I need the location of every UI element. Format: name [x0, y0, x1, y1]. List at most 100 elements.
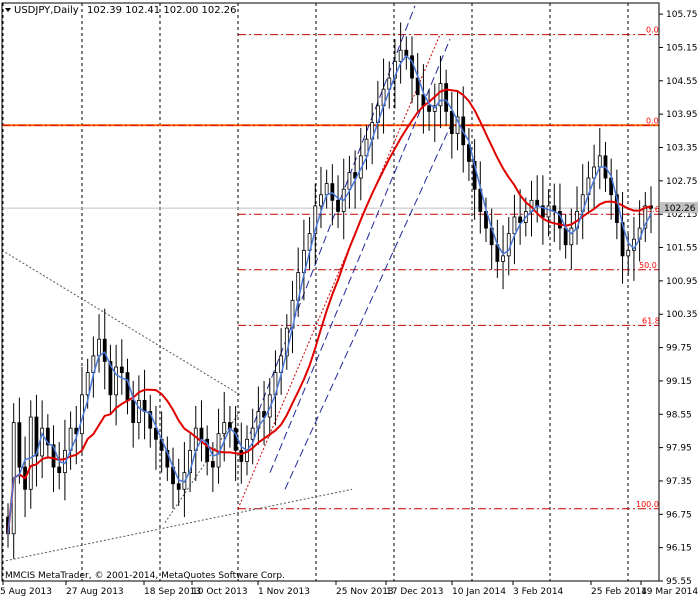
candle-body — [518, 216, 523, 223]
copyright-text: MMCIS MetaTrader, © 2001-2014, MetaQuote… — [5, 571, 285, 581]
candle-body — [34, 416, 39, 457]
x-tick-label: 25 Feb 2014 — [591, 587, 647, 597]
x-tick-label: 10 Oct 2013 — [192, 587, 248, 597]
x-tick-label: 1 Nov 2013 — [258, 587, 310, 597]
x-tick-label: 17 Dec 2013 — [386, 587, 444, 597]
collapse-arrow-icon[interactable] — [5, 8, 11, 12]
x-tick-label: 25 Nov 2013 — [336, 587, 394, 597]
x-tick-label: 5 Aug 2013 — [0, 587, 52, 597]
trend-line — [1, 488, 353, 563]
fib-level-label: 100.0 — [636, 500, 659, 509]
candle-body — [540, 205, 545, 218]
candle-body — [51, 444, 56, 468]
chart-header: USDJPY,Daily 102.39 102.41 102.00 102.26 — [5, 5, 237, 16]
candle-body — [85, 372, 90, 396]
candle-body — [432, 105, 437, 112]
candle-body — [501, 255, 505, 262]
plot-border — [1, 2, 660, 582]
candle-body — [125, 372, 130, 401]
price-tag: 102.26 — [664, 204, 696, 214]
x-tick-label: 10 Jan 2014 — [452, 587, 506, 597]
candle-body — [114, 366, 119, 396]
x-tick-label: 18 Sep 2013 — [144, 587, 201, 597]
candle-body — [427, 105, 431, 112]
candle-body — [119, 366, 124, 373]
candle-body — [250, 427, 255, 440]
candle-body — [142, 399, 147, 412]
candle-body — [449, 110, 454, 135]
candle-body — [136, 399, 141, 424]
fib-trend-line — [237, 34, 441, 509]
y-tick-label: 99.15 — [666, 377, 692, 387]
fib-level-label: 0.0 — [646, 116, 659, 125]
candle-body — [398, 49, 403, 62]
y-tick-label: 103.35 — [666, 144, 698, 154]
candle-body — [626, 249, 631, 257]
candle-body — [319, 194, 323, 207]
candle-body — [324, 183, 329, 196]
candle-body — [506, 233, 511, 257]
candle-body — [199, 427, 204, 440]
candle-body — [233, 427, 238, 451]
y-tick-label: 105.15 — [666, 43, 698, 53]
y-tick-label: 98.55 — [666, 410, 692, 420]
fib-level-label: 50.0 — [639, 261, 657, 270]
fast-moving-average — [7, 54, 652, 534]
candle-body — [57, 466, 62, 474]
plot-frame — [1, 2, 660, 582]
y-tick-label: 95.55 — [666, 577, 692, 587]
y-tick-label: 96.15 — [666, 544, 692, 554]
candle-body — [512, 216, 517, 235]
symbol-label: USDJPY,Daily — [14, 5, 79, 16]
candle-body — [97, 338, 101, 357]
candle-body — [45, 427, 50, 446]
candle-body — [563, 227, 568, 246]
candle-body — [28, 416, 33, 490]
candle-body — [284, 327, 289, 357]
y-tick-label: 97.35 — [666, 477, 692, 487]
y-tick-label: 97.95 — [666, 444, 692, 454]
channel-lower-line — [284, 122, 453, 490]
price-tag-background — [660, 202, 698, 214]
x-tick-label: 27 Aug 2013 — [66, 587, 124, 597]
grid — [2, 3, 629, 581]
trend-line — [1, 249, 241, 396]
y-tick-label: 96.75 — [666, 510, 692, 520]
trend-lines — [1, 5, 453, 563]
candles — [6, 22, 653, 559]
candle-body — [40, 427, 45, 457]
candle-body — [148, 411, 153, 429]
candle-body — [336, 199, 340, 212]
candle-body — [569, 227, 574, 246]
channel-middle-line — [269, 38, 451, 473]
candle-body — [455, 116, 460, 135]
moving-averages — [7, 54, 652, 534]
slow-moving-average — [7, 88, 652, 534]
current-price-marker: 102.26 — [660, 202, 698, 214]
candle-body — [535, 199, 540, 207]
y-tick-label: 102.15 — [666, 210, 698, 220]
y-tick-label: 102.75 — [666, 177, 698, 187]
y-tick-label: 104.55 — [666, 77, 698, 87]
candle-body — [438, 83, 443, 107]
candle-body — [165, 449, 170, 468]
y-tick-label: 101.55 — [666, 244, 698, 254]
candle-body — [444, 83, 449, 112]
y-tick-label: 100.95 — [666, 277, 698, 287]
candle-body — [205, 438, 210, 462]
candle-body — [102, 338, 107, 362]
candle-body — [410, 55, 414, 79]
price-axis: 105.75 105.15 104.55 103.95 103.35 102.75 102.… — [659, 10, 698, 587]
candle-body — [188, 449, 192, 474]
candle-body — [17, 422, 22, 468]
candle-body — [347, 172, 352, 190]
y-tick-label: 99.75 — [666, 344, 692, 354]
x-tick-label: 19 Mar 2014 — [641, 587, 698, 597]
candle-body — [643, 205, 648, 229]
candle-body — [353, 172, 358, 179]
x-tick-label: 3 Feb 2014 — [513, 587, 564, 597]
